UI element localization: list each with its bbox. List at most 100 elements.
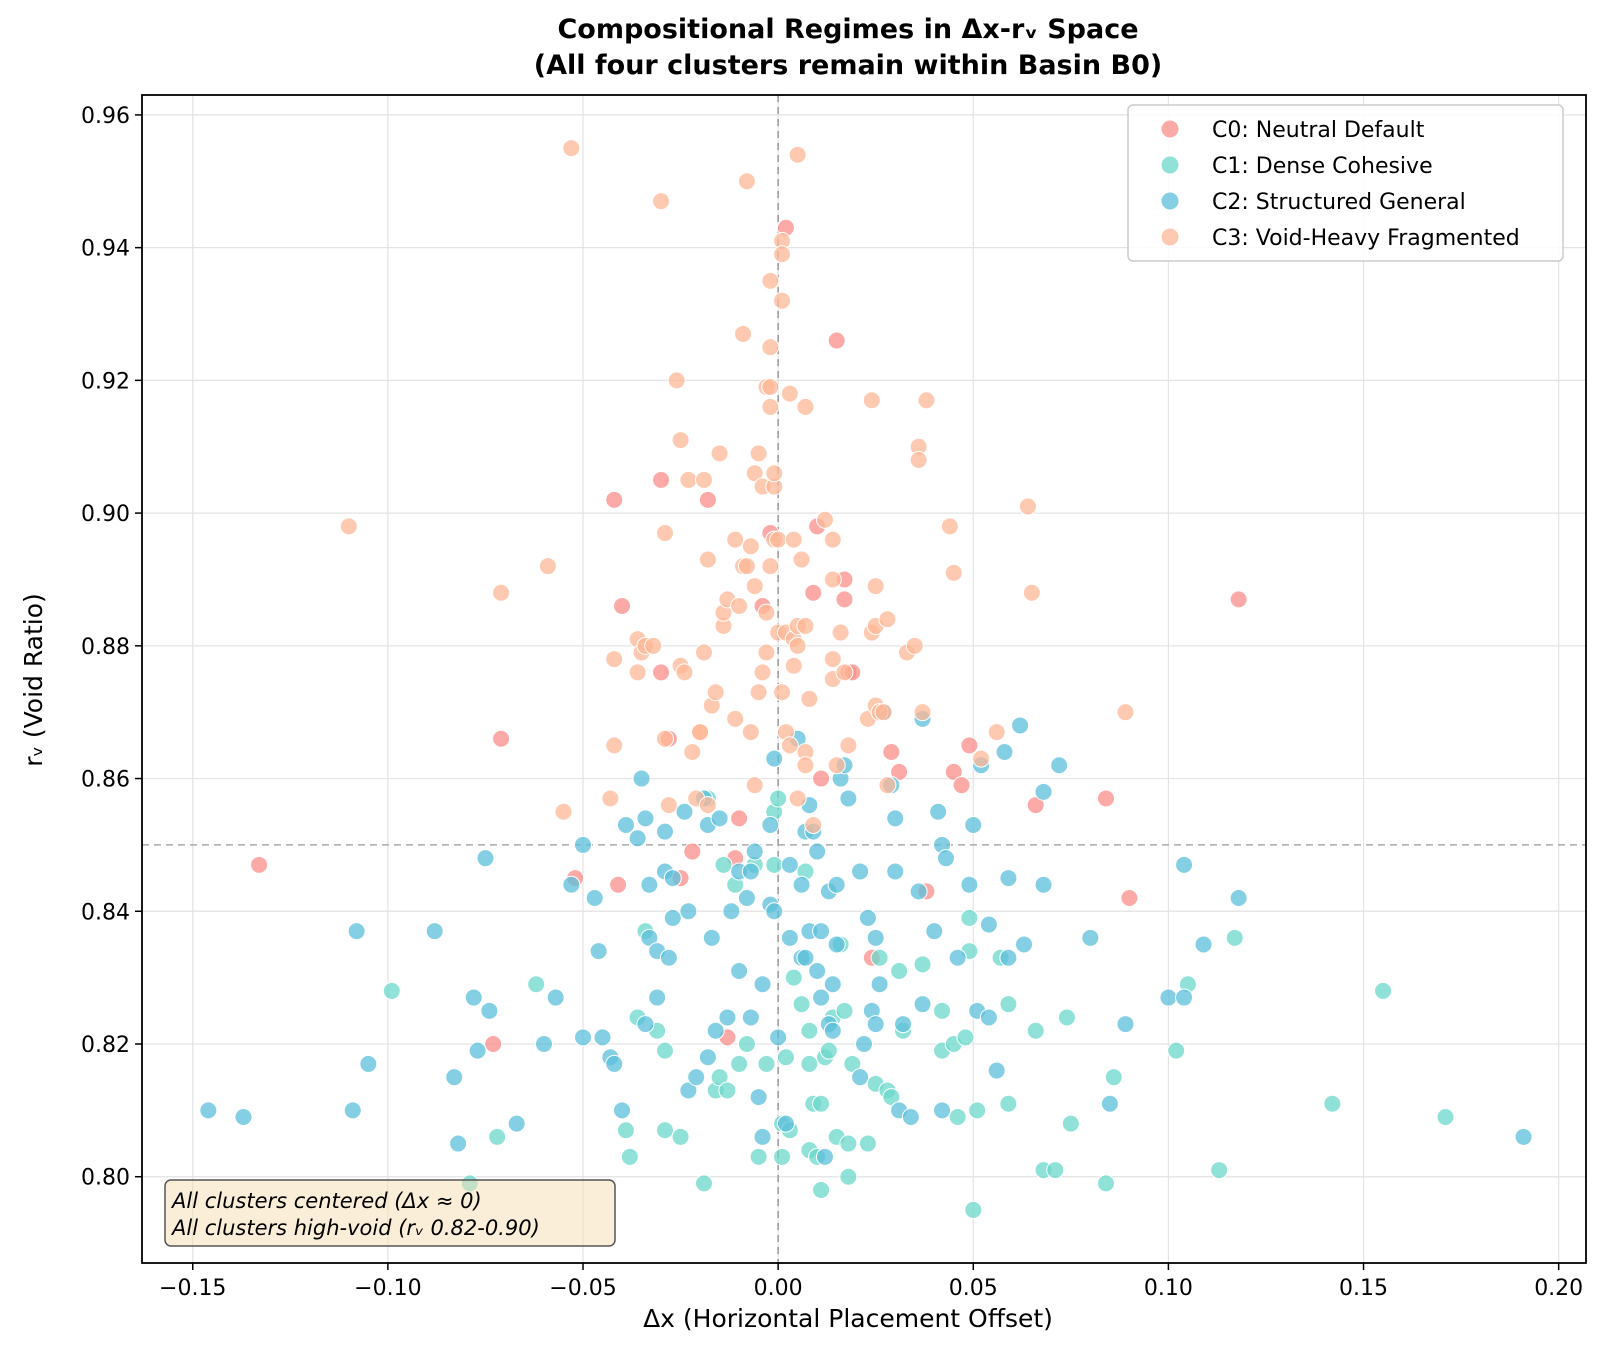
data-point	[749, 444, 768, 463]
data-point	[730, 809, 749, 828]
data-point	[788, 636, 807, 655]
data-point	[972, 749, 991, 768]
data-point	[737, 1035, 756, 1053]
series-0	[250, 218, 1248, 1053]
data-point	[347, 922, 366, 941]
data-point	[694, 470, 713, 489]
annotation-line-1: All clusters centered (Δx ≈ 0)	[170, 1189, 482, 1213]
data-point	[796, 616, 815, 635]
data-point	[780, 736, 799, 755]
data-point	[425, 922, 444, 941]
data-point	[652, 663, 671, 682]
data-point	[698, 550, 717, 569]
data-point	[675, 663, 694, 682]
data-point	[886, 862, 905, 881]
data-point	[769, 789, 788, 808]
data-point	[792, 875, 811, 894]
data-point	[339, 517, 358, 536]
y-tick-label: 0.92	[81, 369, 130, 394]
data-point	[999, 995, 1018, 1014]
data-point	[800, 1054, 819, 1073]
data-point	[640, 875, 659, 894]
x-tick-label: 0.20	[1534, 1276, 1583, 1301]
data-point	[753, 1127, 772, 1146]
data-point	[534, 1035, 553, 1053]
data-point	[913, 703, 932, 722]
data-point	[866, 577, 885, 596]
legend-marker	[1160, 155, 1180, 175]
data-point	[671, 431, 690, 450]
data-point	[909, 882, 928, 901]
data-point	[1096, 1174, 1115, 1193]
data-point	[823, 650, 842, 669]
data-point	[476, 849, 495, 868]
data-point	[812, 1094, 831, 1113]
data-point	[757, 643, 776, 662]
data-point	[948, 948, 967, 967]
data-point	[562, 875, 581, 894]
data-point	[480, 1001, 499, 1020]
data-point	[999, 948, 1018, 967]
data-point	[737, 172, 756, 191]
legend-marker	[1160, 227, 1180, 247]
x-tick-label: −0.15	[159, 1276, 226, 1301]
data-point	[823, 975, 842, 994]
data-point	[1046, 1161, 1065, 1180]
data-point	[632, 769, 651, 788]
data-point	[663, 869, 682, 888]
data-point	[765, 902, 784, 921]
data-point	[788, 789, 807, 808]
data-point	[655, 729, 674, 748]
data-point	[605, 650, 624, 669]
y-tick-label: 0.82	[81, 1033, 130, 1058]
data-point	[679, 1081, 698, 1100]
data-point	[679, 470, 698, 489]
y-tick-label: 0.86	[81, 768, 130, 793]
data-point	[808, 962, 827, 980]
data-point	[827, 331, 846, 350]
data-point	[761, 378, 780, 396]
data-point	[620, 1147, 639, 1166]
series-1	[382, 789, 1455, 1219]
data-point	[659, 948, 678, 967]
data-point	[484, 1035, 503, 1053]
data-point	[667, 371, 686, 390]
data-point	[749, 1147, 768, 1166]
data-point	[1167, 1041, 1186, 1060]
data-point	[960, 875, 979, 894]
data-point	[492, 729, 511, 748]
data-point	[940, 517, 959, 536]
data-point	[636, 1015, 655, 1034]
x-tick-label: −0.10	[354, 1276, 421, 1301]
data-point	[761, 557, 780, 576]
data-point	[234, 1108, 253, 1126]
y-tick-label: 0.90	[81, 502, 130, 527]
legend-label: C0: Neutral Default	[1212, 118, 1425, 143]
data-point	[710, 809, 729, 828]
legend-marker	[1160, 191, 1180, 211]
data-point	[796, 397, 815, 416]
axes: −0.15 −0.10 −0.05 0.00 0.05 0.10 0.15 0.20 0.80 0…	[81, 94, 1587, 1301]
data-point	[812, 769, 831, 788]
data-point	[1026, 1021, 1045, 1040]
data-point	[792, 995, 811, 1014]
data-point	[730, 962, 749, 980]
data-point	[773, 683, 792, 702]
data-point	[714, 855, 733, 874]
data-point	[792, 550, 811, 569]
grid	[142, 95, 1586, 1263]
x-tick-label: 0.05	[949, 1276, 998, 1301]
data-point	[1210, 1161, 1229, 1180]
data-point	[663, 908, 682, 927]
data-point	[773, 291, 792, 310]
data-point	[554, 802, 573, 821]
data-point	[671, 1127, 690, 1146]
x-tick-label: 0.15	[1339, 1276, 1388, 1301]
data-point	[894, 1015, 913, 1034]
data-point	[1034, 782, 1053, 801]
data-point	[605, 490, 624, 509]
data-point	[769, 530, 788, 549]
data-point	[761, 271, 780, 290]
data-point	[628, 829, 647, 848]
